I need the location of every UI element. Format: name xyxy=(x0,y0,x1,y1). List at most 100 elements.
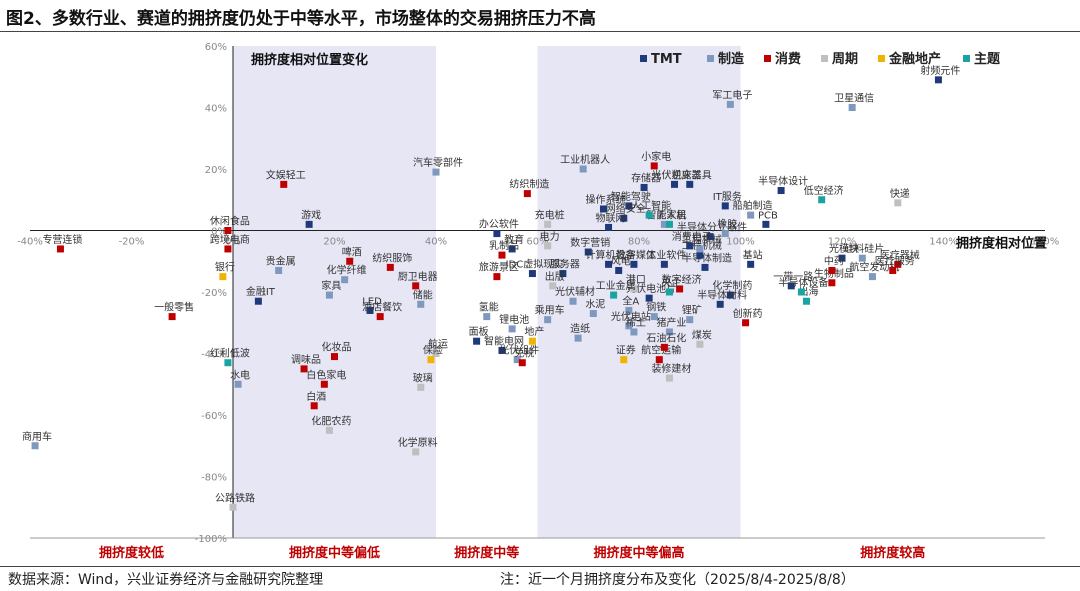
point-label: 文娱轻工 xyxy=(266,168,306,181)
point-label: 免税 xyxy=(514,347,534,360)
point-marker xyxy=(493,273,501,281)
point-label: 纺织制造 xyxy=(509,178,549,191)
point-label: 射频元件 xyxy=(920,64,960,77)
point-label: 半导体材料 xyxy=(697,288,747,301)
point-label: 数字媒体 xyxy=(616,248,656,261)
point-marker xyxy=(777,187,785,195)
point-marker xyxy=(412,282,420,290)
point-label: 猪产业 xyxy=(656,316,686,329)
point-marker xyxy=(858,254,866,262)
point-label: 啤酒 xyxy=(342,246,362,258)
point-label: PCB xyxy=(758,210,778,221)
point-label: 乳制品 xyxy=(489,239,519,252)
point-marker xyxy=(660,343,668,351)
point-label: 证券 xyxy=(616,344,636,357)
point-label: 卫星通信 xyxy=(834,93,874,105)
point-label: 医疗器械 xyxy=(880,248,920,261)
point-label: 数字经济 xyxy=(662,273,702,286)
point-marker xyxy=(868,273,876,281)
footer-rule xyxy=(0,566,1080,567)
point-marker xyxy=(473,337,481,345)
point-label: 贵金属 xyxy=(266,254,296,267)
point-label: 人工智能 xyxy=(631,199,671,212)
point-marker xyxy=(579,165,587,173)
zone-label-0: 拥挤度较低 xyxy=(99,545,164,561)
point-label: 工业金属 xyxy=(596,279,636,292)
point-label: 保险 xyxy=(423,344,443,357)
date-note: 注：近一个月拥挤度分布及变化（2025/8/4-2025/8/8） xyxy=(500,572,855,588)
y-tick-label: 60% xyxy=(205,42,227,53)
point-marker xyxy=(747,211,755,219)
point-label: 半导体制造 xyxy=(682,251,732,264)
point-label: 红利低波 xyxy=(210,347,250,360)
axes: -40% -20% 0% 20% 40% 60% 80% 100% 120% 140% 160% 60… xyxy=(17,42,1059,545)
point-label: 面板 xyxy=(469,325,489,338)
y-tick-label: -80% xyxy=(201,473,227,484)
point-marker xyxy=(310,402,318,410)
point-label: 储能 xyxy=(413,288,433,301)
point-label: 光伏组件 xyxy=(499,344,539,357)
point-marker xyxy=(331,353,338,361)
point-marker xyxy=(275,266,283,274)
point-label: 锂电池 xyxy=(499,313,529,326)
point-marker xyxy=(787,282,795,290)
point-marker xyxy=(376,313,384,321)
point-marker xyxy=(665,328,673,336)
point-label: 旅游景区 xyxy=(479,261,519,274)
y-tick-label: 20% xyxy=(205,165,227,176)
x-tick-label: 60% xyxy=(526,237,548,248)
point-label: 服务器 xyxy=(550,258,580,271)
point-label: 专营连锁 xyxy=(42,233,82,246)
point-label: 工程机械 xyxy=(682,233,722,246)
point-marker xyxy=(645,294,653,302)
point-label: 数字营销 xyxy=(570,236,610,249)
zone-band-3 xyxy=(537,46,741,538)
point-label: 光模块 xyxy=(829,242,859,255)
point-marker xyxy=(889,266,897,274)
point-marker xyxy=(427,356,435,364)
point-label: 煤炭 xyxy=(692,328,712,341)
point-label: 基站 xyxy=(743,248,763,261)
point-marker xyxy=(574,334,582,342)
point-marker xyxy=(366,306,374,314)
x-tick-label: -20% xyxy=(119,237,145,248)
point-label: 酒店餐饮 xyxy=(362,301,402,314)
point-marker xyxy=(747,260,755,268)
point-marker xyxy=(797,288,805,296)
point-label: 充电桩 xyxy=(535,208,565,221)
point-marker xyxy=(838,254,846,262)
x-tick-label: 160% xyxy=(1031,237,1060,248)
point-label: 港口 xyxy=(626,274,646,286)
point-marker xyxy=(696,340,704,348)
point-marker xyxy=(528,337,536,345)
point-marker xyxy=(665,288,673,296)
point-label: IDC虚拟现实 xyxy=(506,258,564,271)
point-marker xyxy=(818,196,826,204)
point-label: 创新药 xyxy=(733,307,763,320)
point-marker xyxy=(696,251,704,259)
point-marker xyxy=(620,214,628,222)
legend-marker xyxy=(640,55,647,62)
point-marker xyxy=(605,223,613,231)
point-label: 出版 xyxy=(545,270,565,283)
point-label: 氢能 xyxy=(479,301,499,314)
point-marker xyxy=(325,426,333,434)
point-label: 低空经济 xyxy=(804,184,844,197)
point-marker xyxy=(630,260,638,268)
title-rule xyxy=(0,31,1080,32)
x-tick-label: -40% xyxy=(17,237,43,248)
point-label: 白酒 xyxy=(306,390,326,403)
point-label: 乘用车 xyxy=(535,304,565,317)
y-axis-title: 拥挤度相对位置变化 xyxy=(251,52,368,68)
point-marker xyxy=(325,291,333,299)
point-marker xyxy=(625,306,633,314)
point-label: 网络安全 xyxy=(606,202,646,215)
point-marker xyxy=(229,503,237,511)
x-tick-label: 40% xyxy=(425,237,447,248)
point-label: IT服务 xyxy=(713,190,742,203)
point-label: 医疗服务 xyxy=(875,254,915,267)
legend-entry: TMT xyxy=(651,52,682,67)
point-marker xyxy=(518,359,526,367)
point-marker xyxy=(721,230,729,238)
legend-entry: 消费 xyxy=(775,51,801,67)
